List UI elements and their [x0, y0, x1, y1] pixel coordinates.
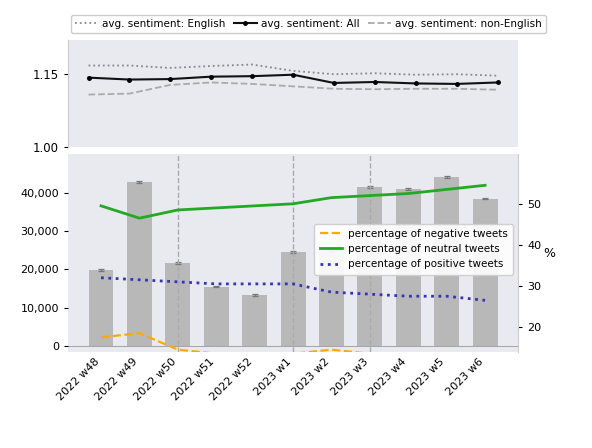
avg. sentiment: English: (0, 1.17): English: (0, 1.17)	[85, 63, 92, 68]
avg. sentiment: non-English: (3, 1.13): non-English: (3, 1.13)	[208, 80, 215, 85]
avg. sentiment: English: (9, 1.15): English: (9, 1.15)	[453, 72, 460, 77]
avg. sentiment: All: (6, 1.13): All: (6, 1.13)	[330, 80, 337, 86]
avg. sentiment: non-English: (0, 1.11): non-English: (0, 1.11)	[85, 92, 92, 97]
percentage of positive tweets	[98, 275, 105, 280]
percentage of negative tweets	[213, 351, 220, 357]
avg. sentiment: All: (7, 1.13): All: (7, 1.13)	[371, 79, 378, 85]
percentage of neutral tweets	[251, 203, 258, 208]
percentage of positive tweets	[328, 289, 335, 295]
avg. sentiment: All: (5, 1.15): All: (5, 1.15)	[289, 72, 297, 78]
avg. sentiment: non-English: (6, 1.12): non-English: (6, 1.12)	[330, 86, 337, 91]
Bar	[165, 263, 190, 346]
percentage of negative tweets	[251, 355, 258, 361]
avg. sentiment: All: (9, 1.13): All: (9, 1.13)	[453, 81, 460, 86]
percentage of positive tweets	[405, 293, 412, 299]
Bar	[358, 187, 382, 346]
percentage of neutral tweets	[289, 201, 297, 207]
Bar	[281, 252, 305, 346]
Bar	[204, 287, 229, 346]
avg. sentiment: non-English: (10, 1.12): non-English: (10, 1.12)	[494, 87, 501, 92]
avg. sentiment: non-English: (8, 1.12): non-English: (8, 1.12)	[412, 86, 419, 91]
avg. sentiment: non-English: (7, 1.12): non-English: (7, 1.12)	[371, 86, 378, 92]
Y-axis label: %: %	[543, 246, 555, 259]
Line: percentage of neutral tweets: percentage of neutral tweets	[101, 185, 485, 218]
percentage of negative tweets	[98, 335, 105, 340]
avg. sentiment: English: (8, 1.15): English: (8, 1.15)	[412, 72, 419, 78]
Bar	[434, 177, 459, 346]
percentage of negative tweets	[481, 362, 488, 367]
percentage of positive tweets	[443, 293, 450, 299]
percentage of negative tweets	[328, 347, 335, 352]
avg. sentiment: English: (7, 1.15): English: (7, 1.15)	[371, 71, 378, 76]
percentage of positive tweets	[213, 281, 220, 287]
avg. sentiment: English: (5, 1.16): English: (5, 1.16)	[289, 68, 297, 73]
Line: avg. sentiment: non-English: avg. sentiment: non-English	[89, 82, 497, 95]
avg. sentiment: All: (3, 1.15): All: (3, 1.15)	[208, 74, 215, 79]
avg. sentiment: English: (3, 1.17): English: (3, 1.17)	[208, 63, 215, 69]
avg. sentiment: English: (6, 1.15): English: (6, 1.15)	[330, 72, 337, 77]
avg. sentiment: non-English: (1, 1.11): non-English: (1, 1.11)	[126, 91, 133, 96]
avg. sentiment: non-English: (4, 1.13): non-English: (4, 1.13)	[249, 81, 256, 86]
Line: avg. sentiment: All: avg. sentiment: All	[85, 71, 501, 87]
Bar	[242, 295, 267, 346]
percentage of positive tweets	[136, 277, 143, 283]
Legend: percentage of negative tweets, percentage of neutral tweets, percentage of posit: percentage of negative tweets, percentag…	[314, 224, 513, 275]
percentage of negative tweets	[366, 351, 374, 357]
Bar	[127, 182, 152, 346]
avg. sentiment: English: (10, 1.15): English: (10, 1.15)	[494, 73, 501, 78]
percentage of neutral tweets	[328, 195, 335, 200]
percentage of neutral tweets	[366, 193, 374, 198]
avg. sentiment: All: (2, 1.14): All: (2, 1.14)	[167, 77, 174, 82]
Line: percentage of negative tweets: percentage of negative tweets	[101, 333, 485, 364]
Bar	[472, 198, 497, 346]
percentage of neutral tweets	[213, 205, 220, 211]
Legend: avg. sentiment: English, avg. sentiment: All, avg. sentiment: non-English: avg. sentiment: English, avg. sentiment:…	[71, 15, 546, 33]
percentage of negative tweets	[405, 351, 412, 357]
avg. sentiment: English: (2, 1.16): English: (2, 1.16)	[167, 65, 174, 71]
avg. sentiment: English: (4, 1.17): English: (4, 1.17)	[249, 62, 256, 67]
avg. sentiment: English: (1, 1.17): English: (1, 1.17)	[126, 63, 133, 68]
percentage of positive tweets	[481, 297, 488, 303]
avg. sentiment: All: (10, 1.13): All: (10, 1.13)	[494, 80, 501, 85]
percentage of neutral tweets	[98, 203, 105, 208]
Line: percentage of positive tweets: percentage of positive tweets	[101, 278, 485, 300]
percentage of neutral tweets	[405, 191, 412, 196]
Bar	[396, 189, 421, 346]
avg. sentiment: All: (4, 1.15): All: (4, 1.15)	[249, 73, 256, 79]
percentage of positive tweets	[289, 281, 297, 287]
percentage of positive tweets	[251, 281, 258, 287]
percentage of neutral tweets	[174, 207, 181, 213]
avg. sentiment: All: (1, 1.14): All: (1, 1.14)	[126, 77, 133, 82]
percentage of negative tweets	[136, 331, 143, 336]
avg. sentiment: All: (0, 1.14): All: (0, 1.14)	[85, 75, 92, 80]
avg. sentiment: non-English: (5, 1.12): non-English: (5, 1.12)	[289, 84, 297, 89]
percentage of neutral tweets	[136, 215, 143, 221]
percentage of positive tweets	[366, 292, 374, 297]
Bar	[89, 270, 114, 346]
Bar	[319, 250, 344, 346]
percentage of negative tweets	[289, 351, 297, 357]
percentage of positive tweets	[174, 279, 181, 284]
avg. sentiment: non-English: (2, 1.13): non-English: (2, 1.13)	[167, 82, 174, 87]
avg. sentiment: All: (8, 1.13): All: (8, 1.13)	[412, 81, 419, 86]
Line: avg. sentiment: English: avg. sentiment: English	[89, 65, 497, 76]
avg. sentiment: non-English: (9, 1.12): non-English: (9, 1.12)	[453, 86, 460, 91]
percentage of negative tweets	[443, 353, 450, 358]
percentage of neutral tweets	[481, 183, 488, 188]
percentage of neutral tweets	[443, 187, 450, 192]
percentage of negative tweets	[174, 347, 181, 352]
